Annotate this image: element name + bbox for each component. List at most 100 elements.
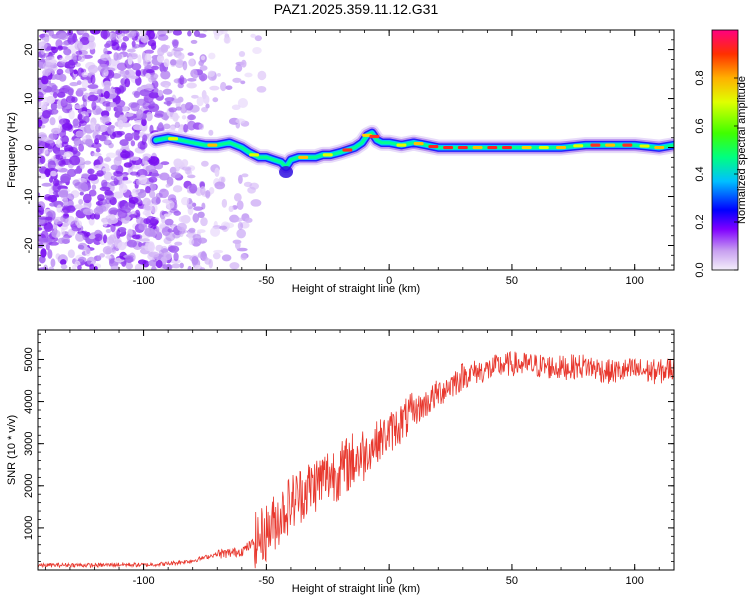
- spectrogram-noise-blob: [105, 40, 113, 47]
- spectrogram-noise-blob: [146, 69, 155, 74]
- spectrogram-noise-blob: [68, 109, 75, 120]
- spectrogram-noise-blob: [200, 55, 206, 61]
- spectrogram-noise-blob: [144, 53, 152, 63]
- spectrogram-noise-blob: [87, 174, 98, 181]
- spectrogram-noise-blob: [124, 256, 134, 263]
- spectrogram-noise-blob: [174, 241, 183, 246]
- spectrogram-noise-blob: [120, 122, 132, 128]
- spectrogram-noise-blob: [165, 232, 176, 242]
- spectrogram-noise-blob: [116, 229, 121, 239]
- spectrogram-noise-blob: [110, 58, 120, 67]
- spectrogram-noise-blob: [62, 213, 69, 219]
- spectrogram-noise-blob: [151, 196, 161, 206]
- spectrogram-noise-blob: [149, 101, 155, 107]
- spectrogram-noise-blob: [100, 30, 108, 39]
- spectrogram-noise-blob: [97, 63, 109, 73]
- spectrogram-noise-blob: [82, 193, 92, 204]
- spectrogram-noise-blob: [122, 176, 129, 182]
- spectrogram-noise-blob: [147, 39, 157, 47]
- spectrogram-noise-blob: [181, 196, 190, 206]
- spectrogram-noise-blob: [153, 74, 159, 78]
- spectrogram-noise-blob: [124, 69, 136, 78]
- spectrogram-noise-blob: [233, 193, 242, 202]
- spectrogram-noise-blob: [236, 247, 248, 252]
- spectrogram-noise-blob: [203, 94, 210, 105]
- spectrogram-noise-blob: [79, 36, 90, 46]
- spectrogram-noise-blob: [157, 89, 163, 97]
- spectrogram-noise-blob: [198, 60, 205, 66]
- snr-panel: -100 -50 0 50 100 1000 2000 3000 4000 5000 Heigh…: [6, 329, 675, 595]
- spectrogram-noise-blob: [200, 217, 208, 227]
- spectrogram-noise-blob: [99, 186, 111, 192]
- spectrogram-noise-blob: [188, 238, 195, 246]
- spectrogram-noise-blob: [129, 75, 139, 80]
- spectrogram-noise-blob: [187, 114, 196, 121]
- spectrogram-noise-blob: [140, 34, 149, 43]
- spectrogram-noise-blob: [157, 34, 169, 41]
- spectrogram-noise-blob: [82, 98, 88, 108]
- spectrogram-noise-blob: [130, 102, 140, 112]
- spectrogram-noise-blob: [41, 110, 51, 119]
- spectrogram-noise-blob: [103, 90, 110, 99]
- spectrogram-noise-blob: [103, 171, 113, 181]
- spectrogram-noise-blob: [212, 97, 219, 103]
- spectrogram-noise-blob: [254, 35, 262, 42]
- spectrogram-x-axis: -100 -50 0 50 100: [44, 30, 660, 287]
- spectrogram-noise-blob: [148, 176, 158, 183]
- spectrogram-noise-blob: [61, 236, 70, 244]
- spectrogram-noise-blob: [38, 118, 43, 128]
- spectrogram-noise-blob: [201, 160, 209, 167]
- snr-ylabel: SNR (10 * v/v): [6, 415, 18, 485]
- spectrogram-noise-blob: [193, 206, 204, 211]
- spectrogram-ridge-peak: [605, 143, 616, 147]
- spectrogram-noise-blob: [117, 119, 124, 130]
- spectrogram-noise-blob: [202, 30, 208, 33]
- spectrogram-noise-blob: [60, 264, 68, 270]
- spectrogram-noise-blob: [181, 159, 189, 167]
- spectrogram-noise-blob: [174, 121, 181, 129]
- spectrogram-noise-blob: [120, 42, 127, 51]
- spectrogram-noise-blob: [151, 65, 160, 71]
- spectrogram-noise-blob: [44, 168, 51, 178]
- spectrogram-noise-blob: [119, 69, 126, 77]
- spectrogram-noise-blob: [115, 30, 123, 35]
- spectrogram-noise-blob: [63, 151, 74, 158]
- spectrogram-noise-blob: [114, 87, 121, 94]
- spectrogram-noise-blob: [144, 242, 154, 252]
- spectrogram-noise-blob: [139, 238, 150, 242]
- spectrogram-noise-blob: [41, 182, 53, 187]
- spectrogram-noise-blob: [229, 262, 240, 270]
- spectrogram-noise-blob: [165, 183, 171, 188]
- spectrogram-ridge-peak: [573, 144, 584, 148]
- spectrogram-noise-blob: [48, 132, 58, 140]
- spectrogram-noise-blob: [73, 137, 82, 146]
- spectrogram-noise-blob: [162, 264, 173, 270]
- spectrogram-ytick-label: 10: [23, 92, 35, 104]
- spectrogram-noise-blob: [178, 215, 188, 223]
- spectrogram-noise-blob: [158, 249, 165, 259]
- colorbar-gradient: [712, 30, 738, 270]
- spectrogram-noise-blob: [154, 113, 164, 118]
- spectrogram-noise-blob: [216, 72, 221, 77]
- spectrogram-noise-blob: [155, 259, 163, 269]
- spectrogram-noise-blob: [224, 35, 230, 44]
- spectrogram-noise-blob: [115, 105, 123, 114]
- spectrogram-noise-blob: [167, 246, 176, 252]
- spectrogram-noise-blob: [69, 155, 81, 166]
- spectrogram-noise-blob: [77, 54, 86, 63]
- spectrogram-noise-blob: [159, 172, 170, 181]
- spectrogram-noise-blob: [78, 198, 84, 205]
- spectrogram-ridge-peak: [342, 148, 353, 152]
- spectrogram-ytick-label: 20: [23, 43, 35, 55]
- spectrogram-noise-blob: [38, 255, 46, 264]
- spectrogram-noise-blob: [205, 103, 210, 109]
- spectrogram-noise-blob: [214, 167, 220, 177]
- spectrogram-noise-blob: [96, 255, 101, 261]
- spectrogram-noise-blob: [85, 134, 91, 140]
- spectrogram-noise-blob: [247, 186, 256, 194]
- spectrogram-noise-blob: [172, 47, 184, 52]
- spectrogram-noise-blob: [60, 85, 70, 92]
- spectrogram-noise-blob: [122, 35, 130, 42]
- spectrogram-noise-blob: [43, 37, 50, 43]
